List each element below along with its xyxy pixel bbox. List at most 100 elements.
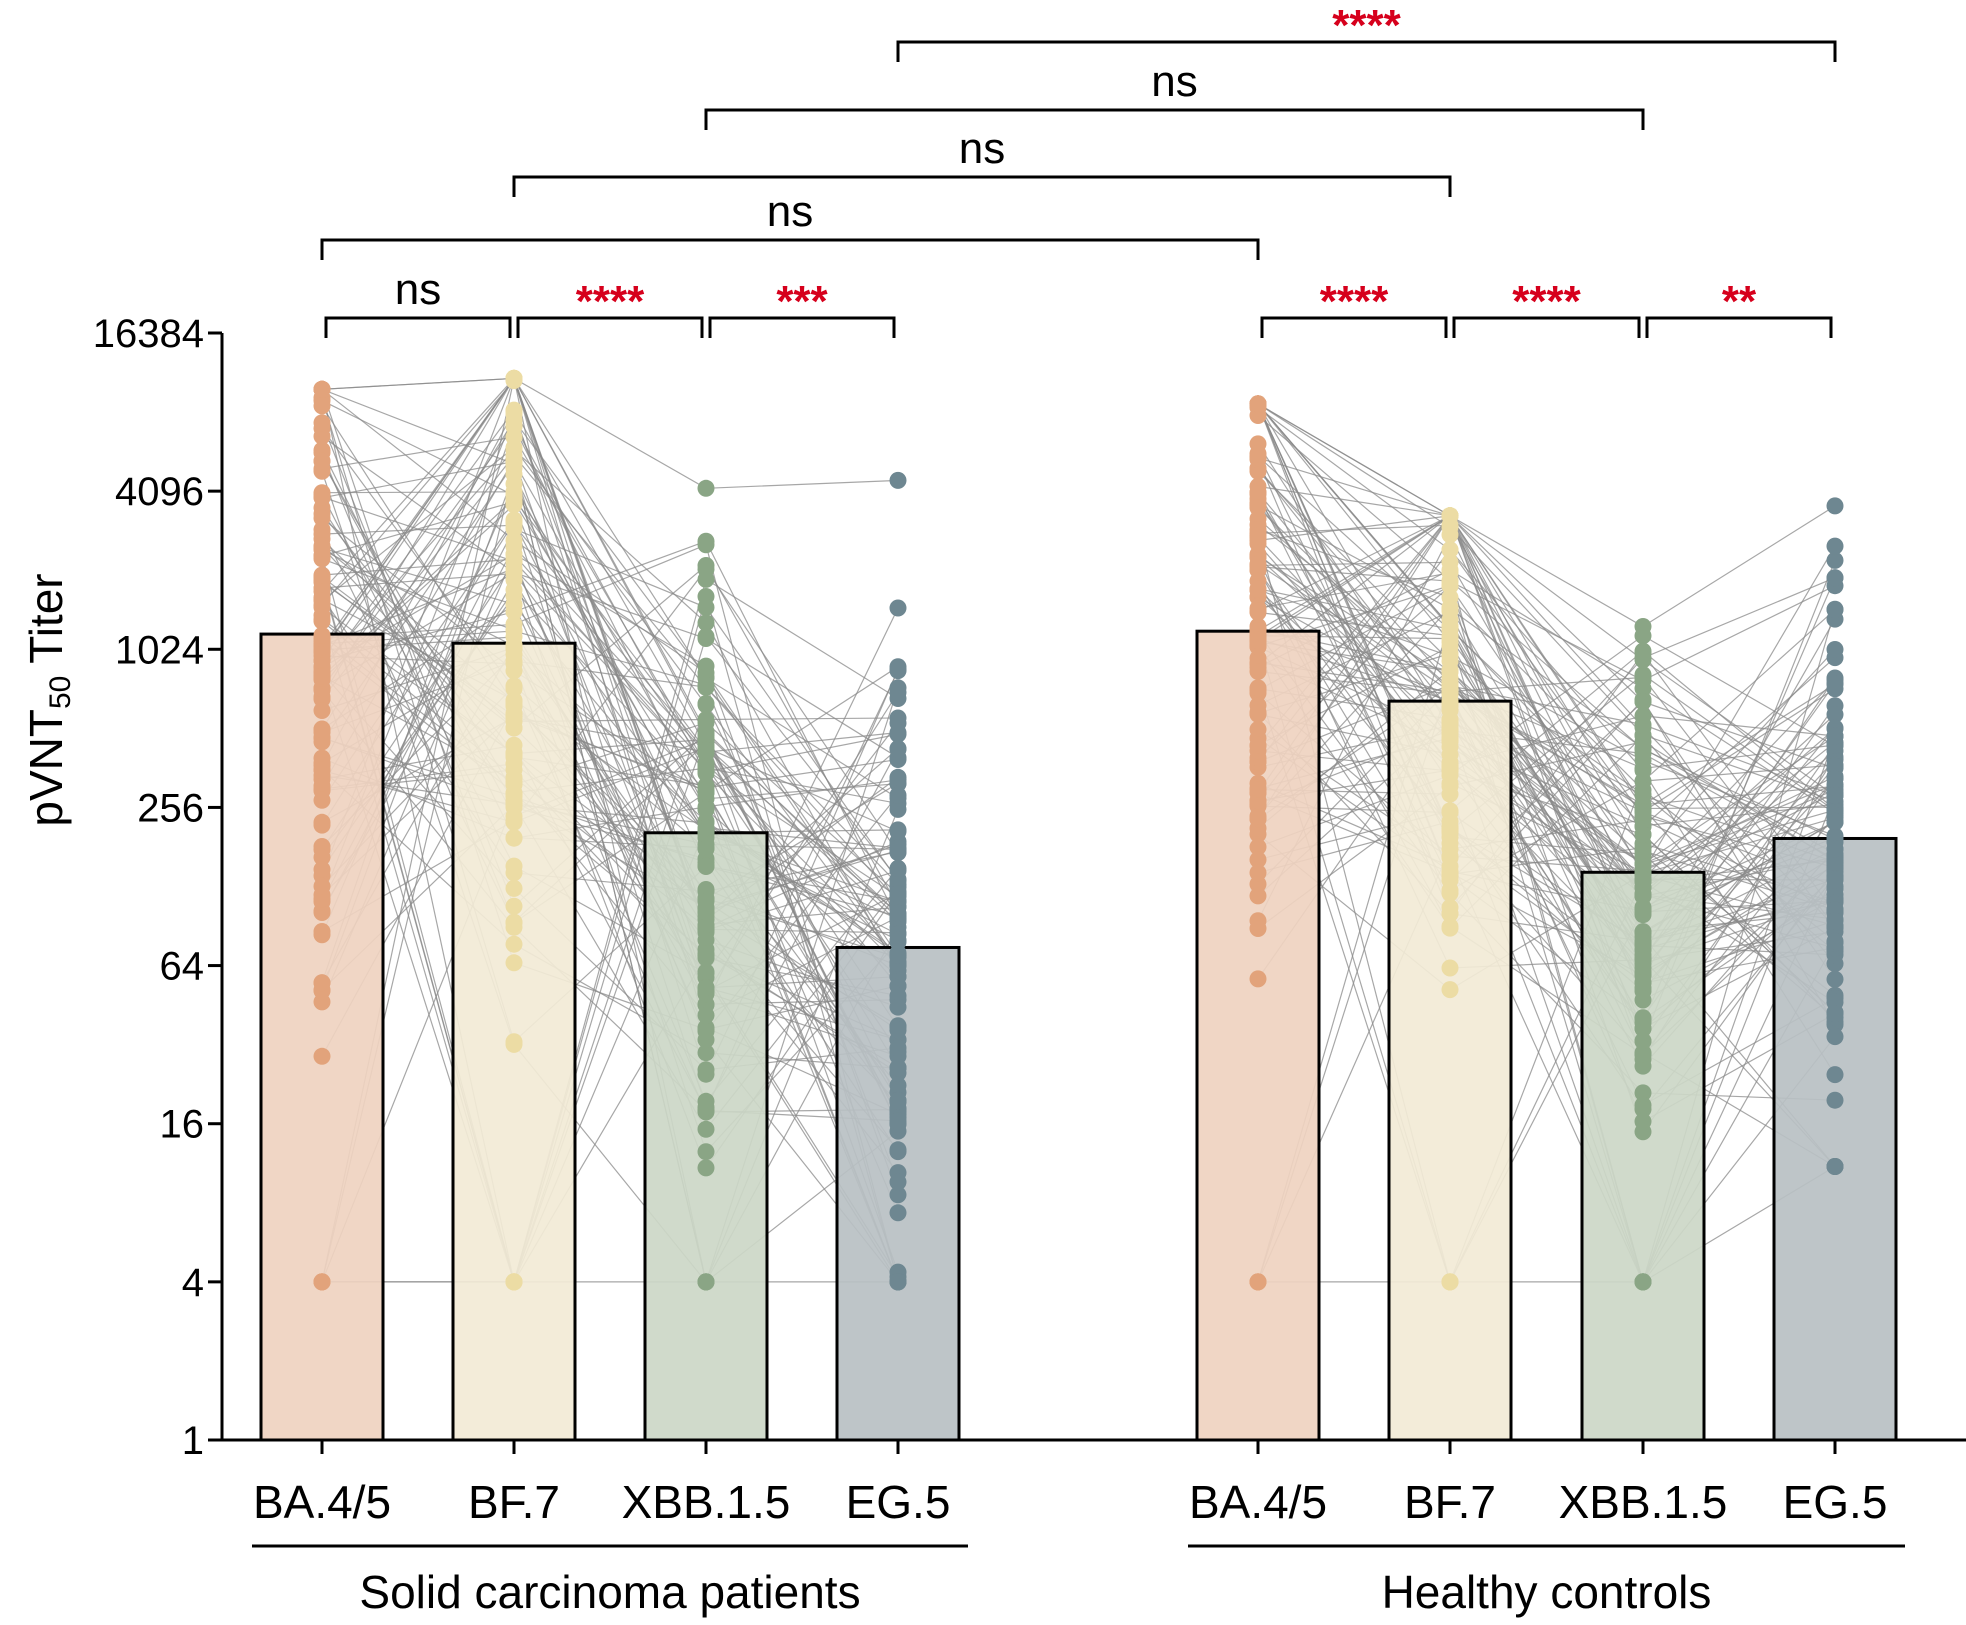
paired-line [1257,668,1836,881]
paired-line [1257,453,1836,983]
data-point [505,550,523,568]
group-label: Solid carcinoma patients [359,1566,860,1618]
paired-line [1257,514,1836,806]
paired-line [321,377,899,799]
data-point [313,861,331,878]
paired-line [1257,507,1836,1167]
significance-label: ns [959,124,1005,173]
data-point [889,931,907,949]
paired-line [1257,610,1836,1029]
y-tick-label: 64 [160,945,205,989]
paired-line [1257,596,1836,951]
paired-line [321,388,899,956]
data-point [697,963,715,981]
paired-line [321,423,899,983]
paired-line [321,801,899,1283]
paired-line [1257,563,1836,1123]
paired-line [321,377,899,921]
data-point [1826,551,1844,569]
data-point [313,452,331,470]
paired-line [321,588,899,870]
x-category-label: EG.5 [1783,1476,1888,1528]
paired-line [1257,514,1836,797]
data-point [313,488,331,506]
data-point [697,931,715,949]
data-point [1634,644,1652,662]
paired-line [321,672,899,1071]
data-point [697,1061,715,1079]
data-point [505,490,523,508]
paired-line [321,577,899,1285]
paired-line [1257,572,1836,1284]
data-point [1441,835,1459,852]
paired-line [1257,685,1836,820]
paired-line [321,685,899,941]
paired-line [321,377,899,1283]
data-point [1249,580,1267,598]
data-point [1441,516,1459,534]
paired-line [321,594,899,1057]
paired-line [321,653,899,1005]
data-point [1634,900,1652,918]
data-point [1634,1057,1652,1075]
group-label: Healthy controls [1382,1566,1712,1618]
bar-eg-5 [1772,836,1898,1442]
data-point [1249,851,1267,869]
data-point [313,397,331,415]
data-point [1634,759,1652,777]
data-point [1634,1113,1652,1130]
data-point [313,974,331,992]
significance-label: **** [1332,1,1401,50]
data-point [1826,912,1844,930]
data-point [889,839,907,857]
data-point [1634,781,1652,799]
data-point [313,380,331,398]
paired-line [321,716,899,823]
data-point [889,1141,907,1159]
paired-line [1257,792,1836,977]
paired-line [322,701,899,1283]
data-point [505,696,523,713]
paired-line [1257,493,1836,980]
paired-line [1257,514,1836,908]
data-point [697,741,715,759]
paired-line [321,571,899,759]
paired-line [1257,820,1836,1111]
data-point [1441,981,1459,999]
data-point [697,727,715,745]
significance-bracket [708,316,896,338]
significance-bracket [704,108,1645,130]
data-point [1634,1032,1652,1050]
paired-line [321,634,899,895]
y-tick-label: 256 [137,786,204,830]
data-point [889,947,907,964]
paired-line [1257,403,1836,802]
paired-line [321,503,899,989]
paired-line [321,498,899,914]
y-tick-label: 16384 [93,312,204,356]
data-point [697,782,715,800]
data-point [1441,638,1459,655]
data-point [1441,602,1459,620]
paired-line [321,568,899,933]
paired-line [1257,455,1836,962]
paired-line [1257,819,1836,1283]
paired-line [321,580,899,1284]
paired-line [1257,688,1836,1023]
data-point [1249,602,1267,620]
paired-line [321,471,899,1283]
data-point [505,1035,523,1053]
data-point [697,598,715,616]
significance-label: ** [1722,277,1757,326]
data-point [1634,1273,1652,1291]
paired-line [1257,514,1836,1061]
data-point [889,1112,907,1130]
paired-line [321,405,899,1031]
y-tick-label: 16 [160,1103,205,1147]
significance-label: ns [395,265,441,314]
data-point [889,1173,907,1191]
data-point [1249,499,1267,517]
paired-line [321,460,899,1273]
data-point [889,740,907,758]
